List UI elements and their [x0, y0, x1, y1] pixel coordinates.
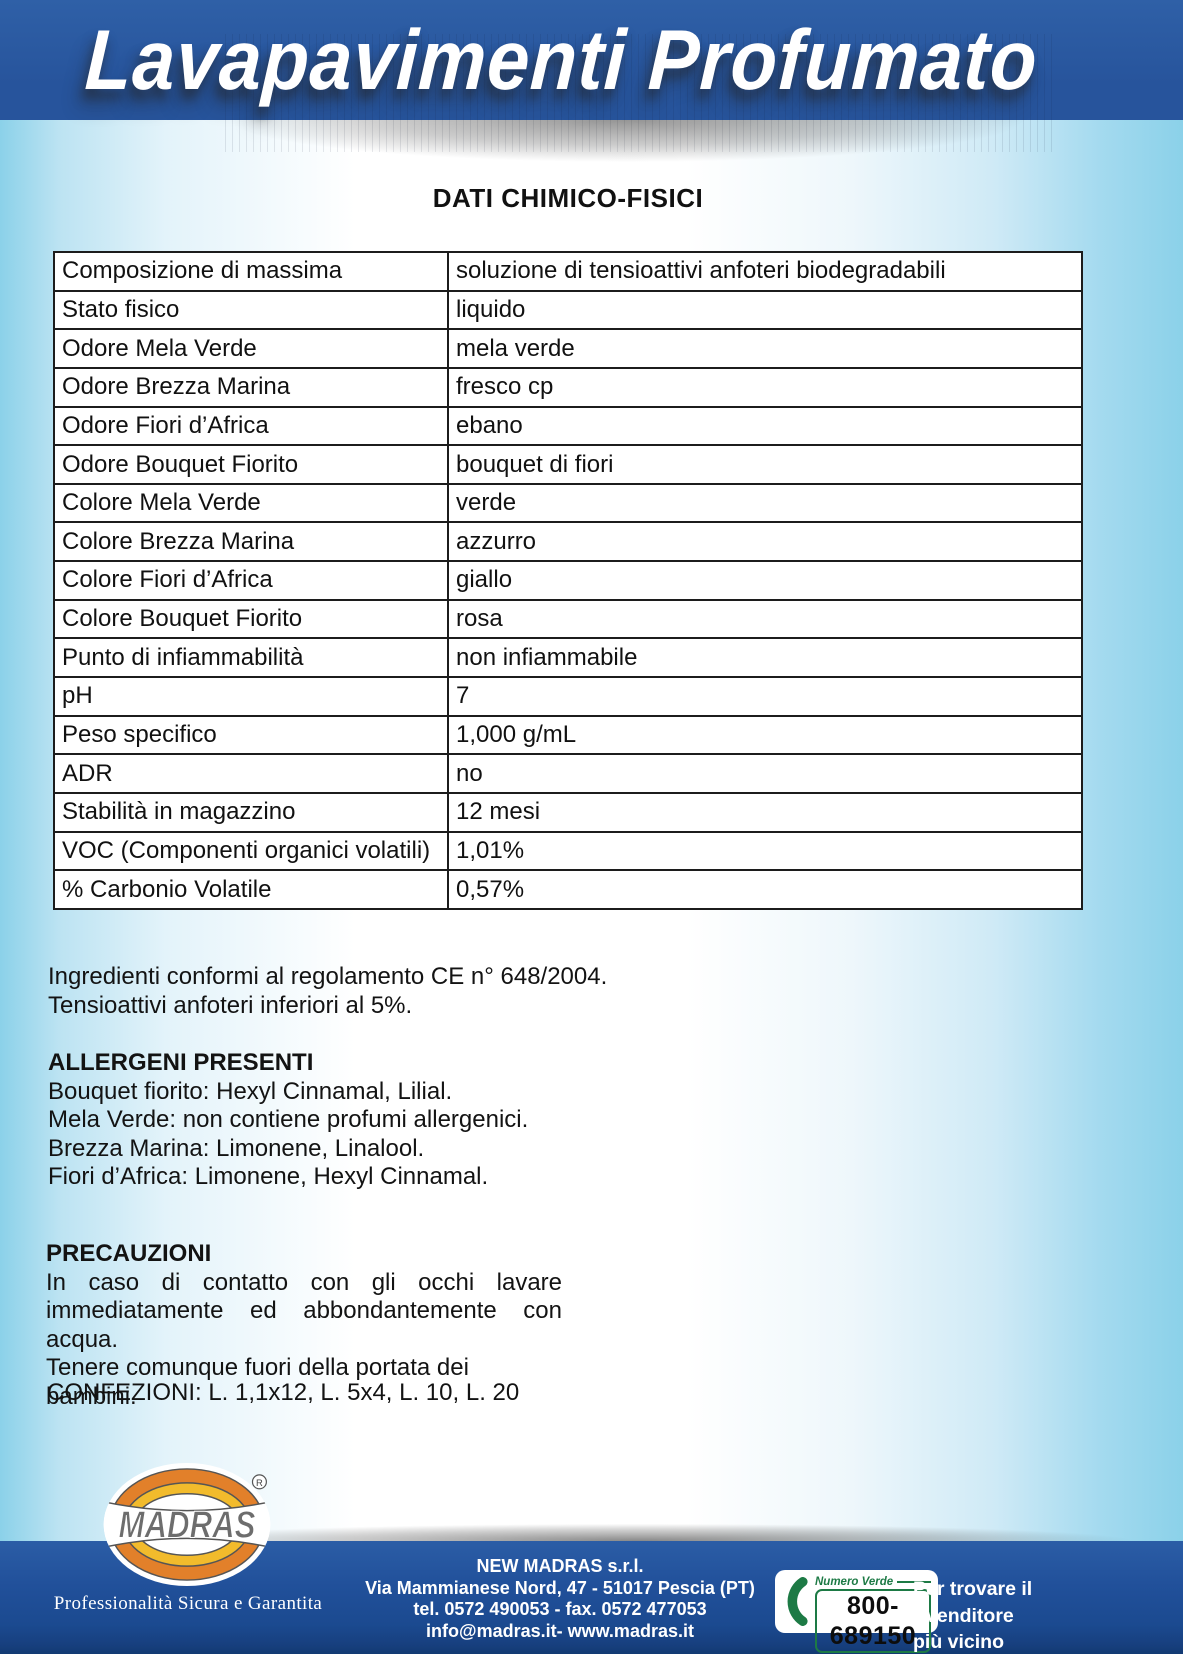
dealer-line: Per trovare il	[913, 1578, 1033, 1600]
section-title: DATI CHIMICO-FISICI	[432, 183, 704, 213]
allergen-line: Bouquet fiorito: Hexyl Cinnamal, Lilial.	[48, 1077, 453, 1105]
header-drop-shadow	[0, 120, 1183, 180]
table-row: Stabilità in magazzino 12 mesi	[53, 791, 1083, 833]
row-label: Punto di infiammabilità	[53, 637, 449, 679]
regulation-line-2: Tensioattivi anfoteri inferiori al 5%.	[48, 991, 413, 1019]
row-label: Composizione di massima	[53, 251, 449, 292]
precautions-line-2: Tenere comunque fuori della portata dei …	[46, 1354, 469, 1410]
dealer-line: rivenditore	[913, 1604, 1014, 1627]
company-name: NEW MADRAS s.r.l.	[476, 1556, 644, 1576]
packaging-line: CONFEZIONI: L. 1,1x12, L. 5x4, L. 10, L.…	[47, 1379, 520, 1406]
toll-free-number: 800-689150	[815, 1589, 931, 1653]
company-web: info@madras.it- www.madras.it	[426, 1620, 694, 1641]
row-value: 0,57%	[447, 869, 1083, 910]
table-row: Colore Mela Verde verde	[53, 482, 1083, 524]
row-label: Peso specifico	[53, 714, 449, 756]
allergens-section: ALLERGENI PRESENTI Bouquet fiorito: Hexy…	[48, 1049, 528, 1192]
table-row: Odore Mela Verde mela verde	[53, 328, 1083, 369]
regulation-note: Ingredienti conformi al regolamento CE n…	[48, 963, 607, 1020]
table-row: Odore Bouquet Fiorito bouquet di fiori	[53, 444, 1083, 485]
row-value: 1,000 g/mL	[447, 714, 1083, 756]
row-value: soluzione di tensioattivi anfoteri biode…	[447, 251, 1083, 292]
registered-mark-letter: R	[256, 1477, 263, 1488]
table-row: Colore Bouquet Fiorito rosa	[53, 598, 1083, 640]
allergen-line: Brezza Marina: Limonene, Linalool.	[48, 1134, 425, 1162]
phone-icon	[787, 1577, 808, 1626]
row-label: Stabilità in magazzino	[53, 791, 449, 833]
table-row: VOC (Componenti organici volatili) 1,01%	[53, 830, 1083, 872]
row-value: liquido	[447, 289, 1083, 331]
company-address: Via Mammianese Nord, 47 - 51017 Pescia (…	[365, 1577, 755, 1598]
row-label: pH	[53, 676, 449, 717]
table-row: Stato fisico liquido	[53, 289, 1083, 331]
row-value: 7	[447, 676, 1083, 717]
table-row: ADR no	[53, 753, 1083, 794]
table-row: pH 7	[53, 676, 1083, 717]
dealer-line: più vicino	[913, 1631, 1005, 1653]
registered-mark-icon	[251, 1474, 267, 1490]
row-value: rosa	[447, 598, 1083, 640]
precautions-heading: PRECAUZIONI	[46, 1240, 212, 1267]
row-value: fresco cp	[447, 366, 1083, 408]
table-row: Colore Brezza Marina azzurro	[53, 521, 1083, 563]
row-label: Odore Fiori d’Africa	[53, 405, 449, 447]
precautions-paragraph: In caso di contatto con gli occhi lavare…	[46, 1268, 562, 1353]
table-row: Peso specifico 1,000 g/mL	[53, 714, 1083, 756]
table-row: Odore Brezza Marina fresco cp	[53, 366, 1083, 408]
table-row: Punto di infiammabilità non infiammabile	[53, 637, 1083, 679]
row-value: 1,01%	[447, 830, 1083, 872]
row-value: mela verde	[447, 328, 1083, 369]
madras-logo: MADRAS R	[103, 1462, 271, 1587]
table-row: Odore Fiori d’Africa ebano	[53, 405, 1083, 447]
row-value: ebano	[447, 405, 1083, 447]
row-value: verde	[447, 482, 1083, 524]
allergens-heading: ALLERGENI PRESENTI	[48, 1049, 314, 1076]
regulation-line-1: Ingredienti conformi al regolamento CE n…	[48, 963, 608, 990]
precautions-section: PRECAUZIONI In caso di contatto con gli …	[46, 1240, 562, 1411]
row-label: Colore Bouquet Fiorito	[53, 598, 449, 640]
header-band	[0, 0, 1183, 120]
company-slogan: Professionalità Sicura e Garantita	[53, 1593, 323, 1614]
row-label: Colore Mela Verde	[53, 482, 449, 524]
product-title: Lavapavimenti Profumato	[83, 12, 1041, 109]
row-value: bouquet di fiori	[447, 444, 1083, 485]
row-value: no	[447, 753, 1083, 794]
row-label: ADR	[53, 753, 449, 794]
allergen-line: Mela Verde: non contiene profumi allerge…	[48, 1106, 529, 1133]
row-label: Odore Brezza Marina	[53, 366, 449, 408]
chemical-data-table: Composizione di massima soluzione di tens…	[53, 251, 1083, 910]
company-info: NEW MADRAS s.r.l. Via Mammianese Nord, 4…	[348, 1556, 772, 1642]
toll-free-label: Numero Verde	[815, 1576, 931, 1588]
row-label: Colore Brezza Marina	[53, 521, 449, 563]
company-phones: tel. 0572 490053 - fax. 0572 477053	[413, 1599, 707, 1620]
row-value: 12 mesi	[447, 791, 1083, 833]
row-label: VOC (Componenti organici volatili)	[53, 830, 449, 872]
table-row: Colore Fiori d’Africa giallo	[53, 560, 1083, 601]
dealer-note: Per trovare il rivenditore più vicino	[913, 1576, 1032, 1654]
row-label: % Carbonio Volatile	[53, 869, 449, 910]
table-row: % Carbonio Volatile 0,57%	[53, 869, 1083, 910]
row-value: azzurro	[447, 521, 1083, 563]
table-row: Composizione di massima soluzione di tens…	[53, 251, 1083, 292]
row-label: Colore Fiori d’Africa	[53, 560, 449, 601]
row-value: non infiammabile	[447, 637, 1083, 679]
row-value: giallo	[447, 560, 1083, 601]
row-label: Odore Mela Verde	[53, 328, 449, 369]
row-label: Odore Bouquet Fiorito	[53, 444, 449, 485]
toll-free-badge: Numero Verde 800-689150	[775, 1570, 938, 1653]
row-label: Stato fisico	[53, 289, 449, 331]
allergen-line: Fiori d’Africa: Limonene, Hexyl Cinnamal…	[48, 1163, 489, 1190]
logo-wordmark: MADRAS	[119, 1503, 256, 1545]
